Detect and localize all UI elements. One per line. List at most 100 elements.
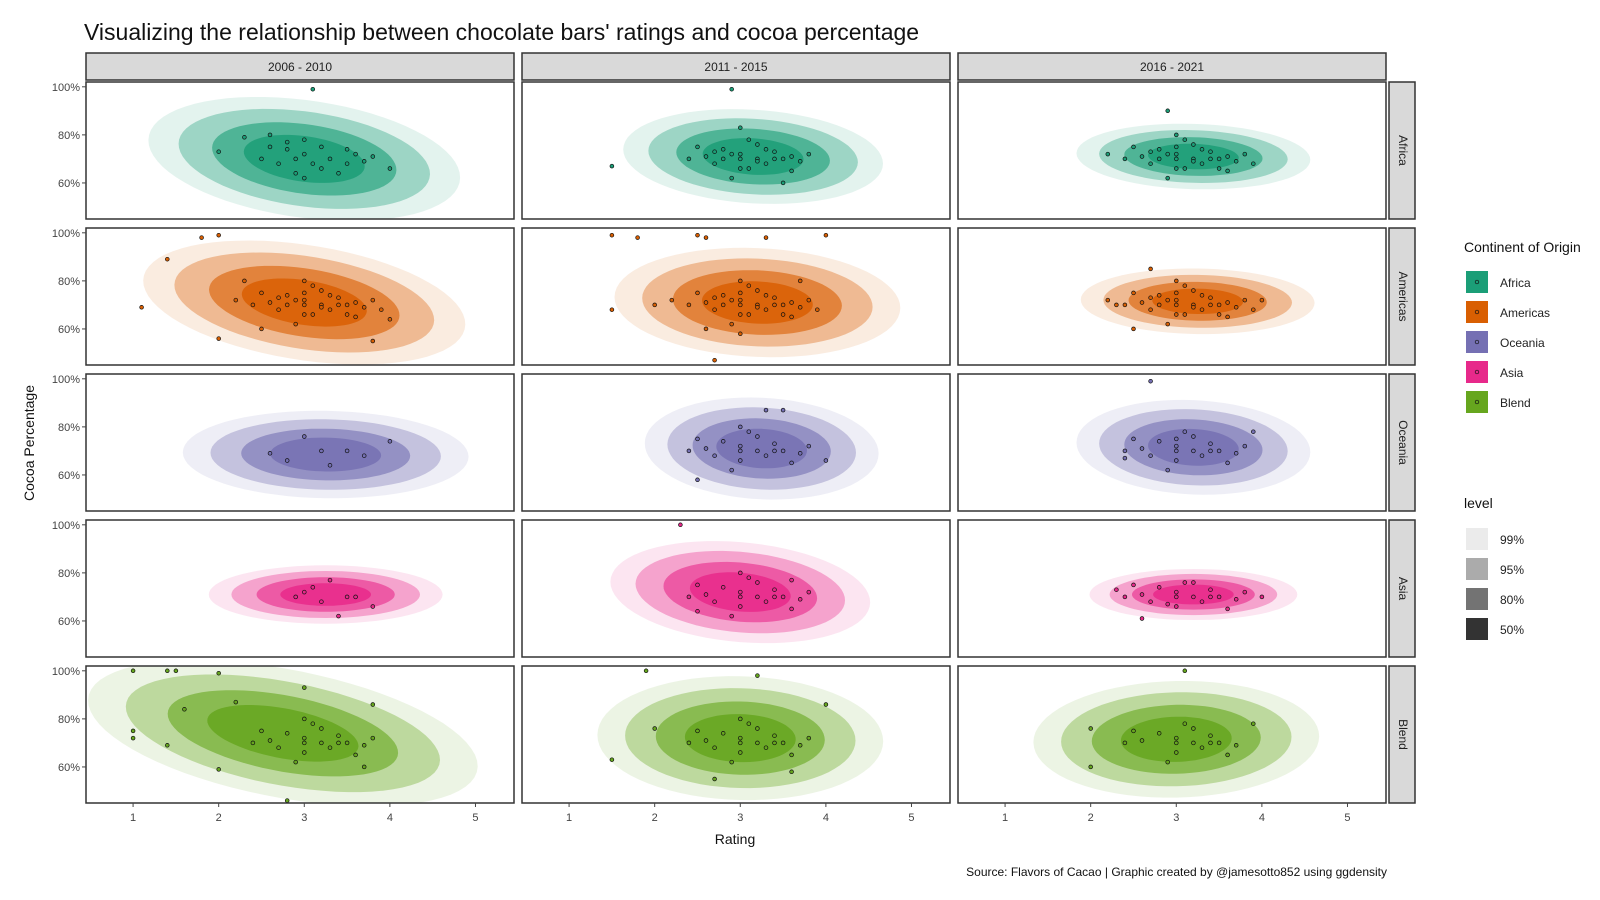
data-point — [789, 769, 794, 775]
data-point — [703, 154, 709, 159]
data-point — [1182, 721, 1188, 726]
data-point — [327, 307, 333, 312]
legend-level-key — [1466, 558, 1488, 580]
data-point — [746, 429, 752, 434]
data-point — [344, 161, 350, 166]
data-point — [216, 232, 221, 238]
data-point — [780, 740, 786, 746]
panel-content — [88, 666, 478, 803]
data-point — [284, 731, 290, 736]
data-point — [1225, 460, 1230, 466]
data-point — [216, 336, 221, 341]
data-point — [1174, 151, 1179, 157]
panel-border — [957, 227, 1387, 366]
data-point — [370, 297, 376, 303]
data-point — [1199, 147, 1205, 152]
data-point — [797, 278, 803, 284]
y-tick-label: 80% — [58, 276, 80, 288]
data-point — [319, 726, 324, 731]
data-point — [165, 743, 170, 748]
data-point — [284, 458, 290, 463]
data-point — [267, 132, 273, 138]
data-point — [387, 166, 393, 171]
data-point — [1165, 601, 1170, 607]
data-point — [302, 278, 307, 284]
data-point — [1199, 161, 1205, 166]
data-point — [1182, 312, 1188, 317]
data-point — [763, 161, 769, 166]
data-point — [1131, 326, 1136, 332]
strip-row-asia — [1388, 519, 1416, 658]
data-point — [712, 599, 717, 604]
data-point — [738, 151, 743, 157]
strip-row-label: Oceania — [1396, 420, 1410, 465]
data-point — [772, 587, 777, 592]
data-point — [1148, 307, 1153, 312]
data-point — [738, 312, 743, 317]
data-point — [1165, 467, 1170, 473]
data-point — [712, 295, 717, 300]
data-point — [319, 448, 324, 454]
y-tick-label: 100% — [52, 82, 80, 94]
data-point — [703, 326, 709, 332]
data-point — [712, 776, 717, 782]
data-point — [1105, 297, 1111, 303]
data-point — [789, 314, 794, 320]
strip-col-2016-2021 — [957, 52, 1387, 81]
legend-color-title: Continent of Origin — [1464, 239, 1581, 255]
data-point — [130, 728, 136, 734]
data-point — [755, 434, 760, 439]
data-point — [302, 434, 307, 439]
data-point — [729, 759, 734, 765]
legend-level-key — [1466, 618, 1488, 640]
data-point — [267, 451, 273, 456]
data-point — [319, 305, 324, 310]
strip-row-label: Asia — [1396, 577, 1410, 601]
strip-row-americas — [1388, 227, 1416, 366]
data-point — [1122, 594, 1128, 600]
data-point — [1139, 154, 1145, 159]
chart-caption: Source: Flavors of Cacao | Graphic creat… — [966, 865, 1387, 879]
data-point — [712, 357, 717, 363]
data-point — [789, 154, 794, 159]
data-point — [370, 154, 376, 159]
data-point — [772, 156, 777, 162]
y-tick-label: 60% — [58, 470, 80, 482]
strip-row-oceania — [1388, 373, 1416, 512]
data-point — [789, 460, 794, 466]
data-point — [780, 180, 786, 186]
data-point — [1191, 726, 1196, 731]
data-point — [755, 448, 760, 454]
strip-col-label: 2011 - 2015 — [704, 60, 767, 74]
strip-col-label: 2016 - 2021 — [1140, 60, 1204, 74]
data-point — [720, 439, 726, 444]
data-point — [370, 702, 376, 707]
data-point — [609, 232, 615, 238]
data-point — [772, 441, 777, 446]
data-point — [1191, 288, 1196, 293]
data-point — [1225, 752, 1230, 758]
data-point — [284, 139, 290, 145]
data-point — [302, 175, 307, 181]
data-point — [823, 458, 829, 463]
data-point — [1216, 166, 1222, 171]
data-point — [130, 668, 136, 674]
density-region-50 — [1152, 288, 1243, 314]
data-point — [703, 738, 709, 743]
data-point — [729, 175, 734, 181]
legend-item-label: Blend — [1500, 396, 1531, 410]
data-point — [720, 293, 726, 298]
data-point — [310, 283, 316, 288]
data-point — [1208, 733, 1213, 738]
panel-asia-2006-2010: 60% 80% 100% — [52, 519, 515, 658]
data-point — [1174, 594, 1179, 600]
data-point — [738, 735, 743, 741]
data-point — [1174, 290, 1179, 296]
legend-point-key — [1474, 309, 1480, 315]
data-point — [1242, 443, 1248, 449]
data-point — [1122, 455, 1128, 461]
data-point — [276, 161, 281, 166]
data-point — [1199, 745, 1205, 750]
data-point — [772, 295, 777, 300]
data-point — [361, 305, 367, 310]
